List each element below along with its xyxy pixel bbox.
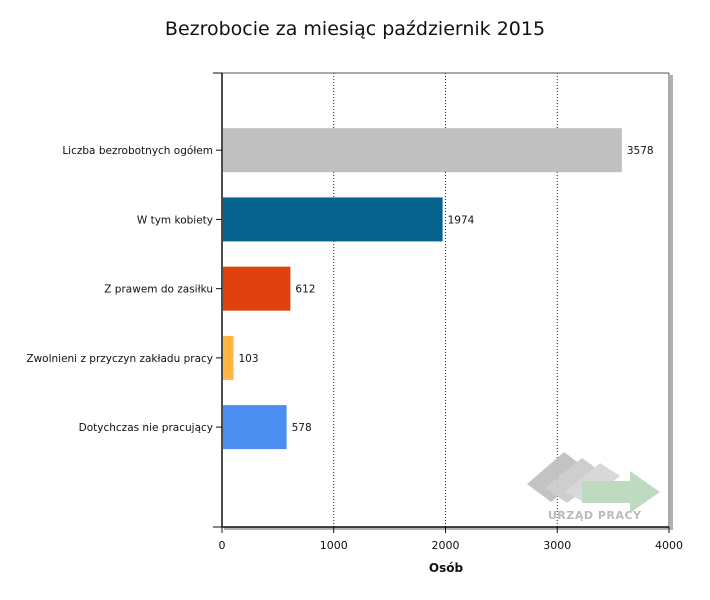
arrow-icon	[582, 471, 660, 513]
frame-shadow-bottom	[224, 527, 673, 530]
bar	[223, 128, 622, 173]
x-tick-label: 4000	[655, 539, 683, 552]
x-tick-label: 3000	[543, 539, 571, 552]
x-axis-title: Osób	[429, 561, 464, 575]
x-axis-ticks: 0 1000 2000 3000 4000	[219, 527, 683, 552]
x-tick-label: 2000	[432, 539, 460, 552]
urzad-pracy-watermark: URZĄD PRACY	[527, 452, 660, 522]
watermark-text: URZĄD PRACY	[548, 509, 642, 522]
chart-title: Bezrobocie za miesiąc październik 2015	[164, 18, 546, 40]
frame-shadow-right	[670, 75, 673, 529]
x-tick-label: 1000	[320, 539, 348, 552]
data-label: 578	[292, 422, 312, 434]
category-label: Liczba bezrobotnych ogółem	[62, 145, 213, 157]
category-label: Dotychczas nie pracujący	[79, 422, 213, 434]
bar	[223, 335, 234, 380]
category-label: Zwolnieni z przyczyn zakładu pracy	[26, 353, 213, 365]
data-label: 3578	[627, 145, 654, 157]
bar	[223, 266, 291, 311]
bar	[223, 197, 443, 242]
category-label: Z prawem do zasiłku	[104, 284, 213, 296]
data-label: 103	[239, 353, 259, 365]
category-label: W tym kobiety	[137, 214, 213, 226]
bar	[223, 405, 287, 450]
data-label: 1974	[448, 214, 475, 226]
bars: 3578 1974 612 103 578	[223, 128, 654, 450]
y-axis-category-labels: Liczba bezrobotnych ogółem W tym kobiety Z…	[26, 145, 222, 434]
data-label: 612	[295, 284, 315, 296]
x-tick-label: 0	[219, 539, 226, 552]
